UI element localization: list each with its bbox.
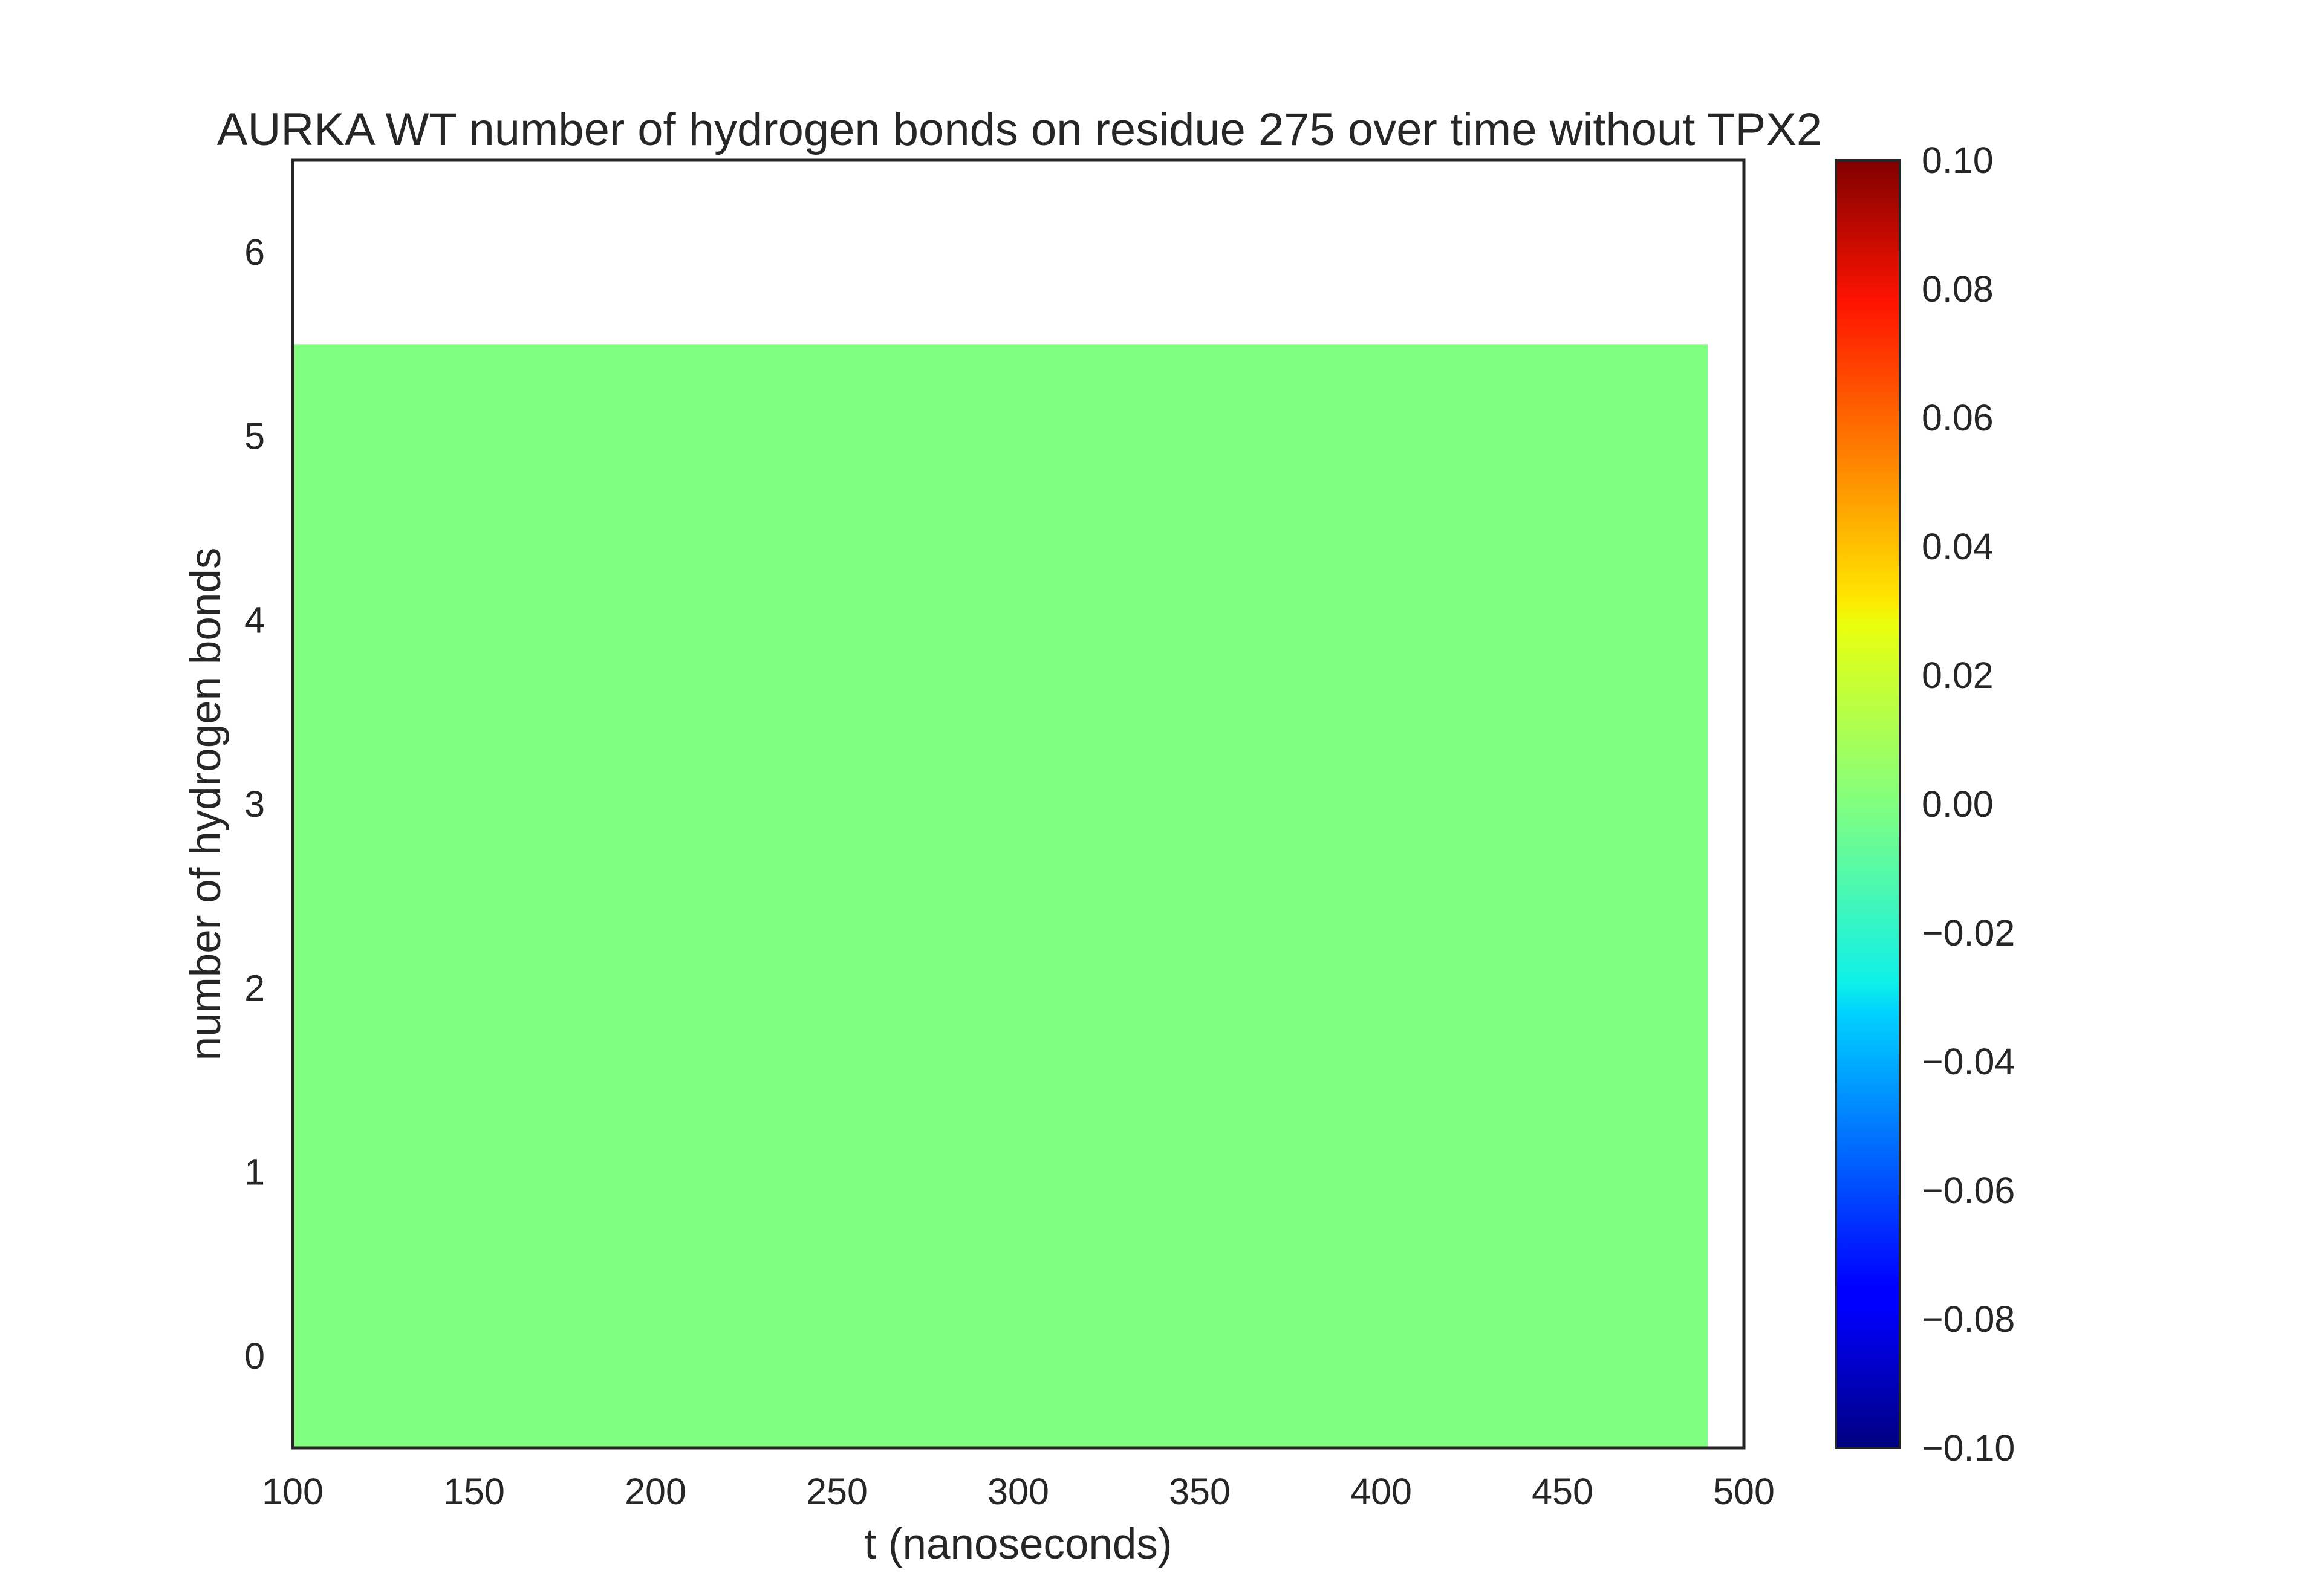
x-tick-label: 400 [1350, 1471, 1412, 1512]
colorbar-tick-label: −0.04 [1922, 1041, 2015, 1082]
colorbar-tick-label: 0.04 [1922, 526, 1994, 567]
colorbar-tick-label: 0.06 [1922, 397, 1994, 438]
plot-frame [291, 158, 1746, 1450]
y-tick-label: 2 [244, 967, 265, 1008]
x-tick-labels: 100 150 200 250 300 350 400 450 500 [262, 1471, 1775, 1512]
x-tick-label: 500 [1713, 1471, 1775, 1512]
x-tick-label: 200 [625, 1471, 686, 1512]
x-tick-label: 450 [1532, 1471, 1593, 1512]
y-tick-label: 6 [244, 232, 265, 273]
x-tick-label: 150 [443, 1471, 505, 1512]
y-tick-label: 5 [244, 415, 265, 456]
x-axis-label: t (nanoseconds) [864, 1520, 1172, 1568]
colorbar-tick-labels: 0.10 0.08 0.06 0.04 0.02 0.00 −0.02 −0.04 −0.06 −… [1922, 140, 2015, 1468]
y-tick-labels: 0 1 2 3 4 5 6 [244, 232, 265, 1377]
colorbar-tick-label: 0.10 [1922, 140, 1994, 181]
colorbar-tick-label: −0.02 [1922, 912, 2015, 953]
colorbar [1835, 159, 1901, 1449]
colorbar-tick-label: −0.10 [1922, 1427, 2015, 1468]
x-tick-label: 250 [806, 1471, 868, 1512]
x-tick-label: 100 [262, 1471, 324, 1512]
y-tick-label: 1 [244, 1152, 265, 1193]
y-tick-label: 3 [244, 783, 265, 825]
x-tick-label: 300 [987, 1471, 1049, 1512]
colorbar-tick-label: 0.08 [1922, 268, 1994, 310]
colorbar-tick-label: −0.06 [1922, 1170, 2015, 1211]
colorbar-tick-label: 0.00 [1922, 783, 1994, 825]
colorbar-tick-label: 0.02 [1922, 655, 1994, 696]
x-tick-label: 350 [1169, 1471, 1231, 1512]
y-tick-label: 0 [244, 1335, 265, 1377]
chart-title: AURKA WT number of hydrogen bonds on res… [217, 104, 1822, 155]
heatmap-cells [293, 344, 1708, 1448]
y-axis-label: number of hydrogen bonds [182, 548, 230, 1061]
heatmap-cell [293, 344, 1708, 1448]
colorbar-tick-label: −0.08 [1922, 1299, 2015, 1340]
y-tick-label: 4 [244, 600, 265, 641]
